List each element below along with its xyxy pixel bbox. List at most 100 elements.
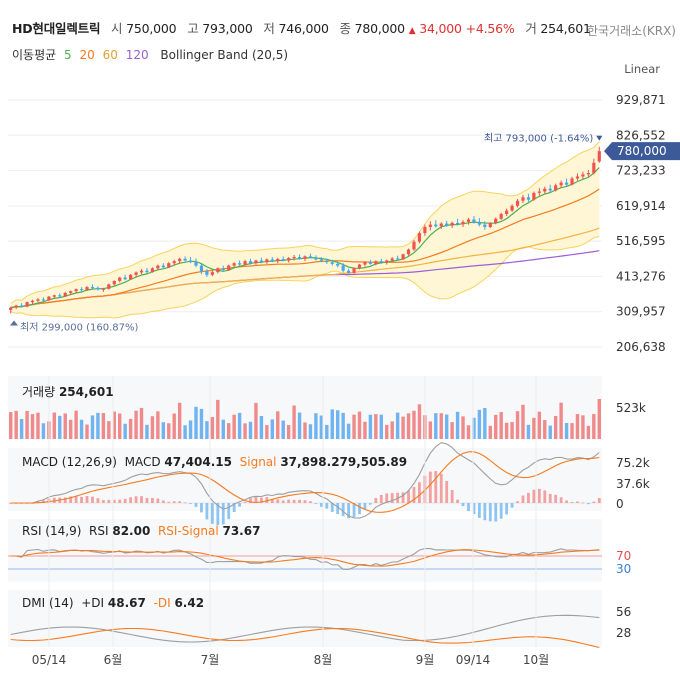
price-axis-tick: 929,871 xyxy=(616,93,666,107)
volume-bar xyxy=(248,421,253,439)
candle-body xyxy=(466,219,471,222)
volume-bar xyxy=(9,412,13,439)
candle-body xyxy=(499,214,503,219)
macd-histogram-bar xyxy=(112,499,116,503)
high-value: 793,000 xyxy=(202,21,253,36)
volume-bar xyxy=(188,420,193,439)
macd-histogram-bar xyxy=(527,492,530,503)
ma120-label: 120 xyxy=(125,48,149,62)
close-label: 종 xyxy=(339,21,352,36)
volume-bar xyxy=(401,416,405,439)
exchange-label: 한국거래소(KRX) xyxy=(587,24,676,38)
macd-histogram-bar xyxy=(368,503,372,505)
volume-bar xyxy=(216,399,220,439)
x-axis-tick: 05/14 xyxy=(32,653,67,667)
volume-bar xyxy=(145,424,149,439)
volume-bar xyxy=(297,412,302,439)
candle-body xyxy=(96,287,100,290)
candle-body xyxy=(597,151,601,162)
macd-line xyxy=(10,442,600,519)
candle-body xyxy=(472,219,476,223)
macd-histogram-bar xyxy=(548,493,552,503)
candle-body xyxy=(368,262,372,264)
volume-bar xyxy=(455,411,460,439)
volume-bar xyxy=(210,417,215,439)
candle-body xyxy=(238,263,242,265)
dmi-axis-tick: 28 xyxy=(616,626,631,640)
macd-legend: MACD (12,26,9) MACD 47,404.15 Signal 37,… xyxy=(22,455,407,469)
macd-histogram-bar xyxy=(412,487,416,503)
macd-axis-tick: 0 xyxy=(616,497,624,511)
volume-bar xyxy=(90,415,95,439)
candle-body xyxy=(41,299,46,301)
volume-bar xyxy=(85,424,89,439)
macd-histogram-bar xyxy=(581,502,585,504)
scale-mode-button[interactable]: Linear xyxy=(624,62,660,76)
candle-body xyxy=(30,300,35,303)
candle-body xyxy=(461,221,465,225)
volume-bar xyxy=(96,412,100,439)
volume-value: 254,601 xyxy=(540,21,591,36)
candle-body xyxy=(287,258,291,261)
macd-histogram-bar xyxy=(401,492,405,503)
volume-bar xyxy=(379,414,383,439)
volume-bar xyxy=(325,424,329,439)
x-axis-tick: 8월 xyxy=(314,653,333,667)
volume-bar xyxy=(19,419,24,439)
rsi-value: 82.00 xyxy=(112,524,151,538)
candle-body xyxy=(526,197,531,200)
candle-body xyxy=(14,305,18,308)
macd-histogram-bar xyxy=(145,497,149,503)
volume-bar xyxy=(570,423,574,439)
candle-body xyxy=(248,261,253,264)
volume-bar xyxy=(461,416,465,439)
candle-body xyxy=(537,191,541,193)
volume-bar xyxy=(308,424,313,439)
candle-body xyxy=(227,265,231,271)
volume-bar xyxy=(581,415,585,439)
candle-body xyxy=(156,265,160,269)
volume-bar xyxy=(161,422,166,439)
macd-histogram-bar xyxy=(172,501,176,503)
macd-histogram-bar xyxy=(238,503,242,507)
candle-body xyxy=(216,268,220,273)
bollinger-label: Bollinger Band (20,5) xyxy=(160,48,289,62)
candle-body xyxy=(134,272,138,275)
macd-histogram-bar xyxy=(260,497,263,503)
ma5-label: 5 xyxy=(64,48,72,62)
candle-body xyxy=(439,223,443,227)
macd-histogram-bar xyxy=(363,503,367,510)
candle-body xyxy=(515,200,520,206)
volume-bar xyxy=(221,419,225,439)
macd-histogram-bar xyxy=(80,496,83,503)
volume-bar xyxy=(434,413,438,439)
volume-bar xyxy=(63,413,67,439)
macd-histogram-bar xyxy=(499,503,503,519)
current-price-tag-label: 780,000 xyxy=(617,144,667,158)
macd-histogram-bar xyxy=(407,490,410,503)
macd-histogram-bar xyxy=(537,488,541,503)
volume-bar xyxy=(25,410,29,439)
volume-bar xyxy=(346,423,351,439)
volume-bar xyxy=(537,411,542,439)
indicator-legend[interactable]: 이동평균 5 20 60 120 Bollinger Band (20,5) xyxy=(12,46,292,63)
volume-bar xyxy=(330,409,334,439)
volume-bar xyxy=(36,412,40,439)
volume-bar xyxy=(303,422,307,439)
macd-histogram-bar xyxy=(543,490,547,503)
macd-histogram-bar xyxy=(287,499,291,503)
volume-bar xyxy=(237,412,242,439)
volume-bar xyxy=(139,407,144,439)
volume-bar xyxy=(74,410,78,439)
macd-histogram-bar xyxy=(161,500,165,503)
macd-histogram-bar xyxy=(210,503,214,524)
candle-body xyxy=(123,277,127,280)
volume-bar xyxy=(472,417,476,439)
candle-body xyxy=(428,224,432,228)
change-up-icon: ▲ xyxy=(408,26,416,36)
candle-body xyxy=(194,262,198,266)
volume-bar xyxy=(243,423,247,439)
candle-body xyxy=(79,289,84,291)
macd-histogram-bar xyxy=(292,499,296,503)
